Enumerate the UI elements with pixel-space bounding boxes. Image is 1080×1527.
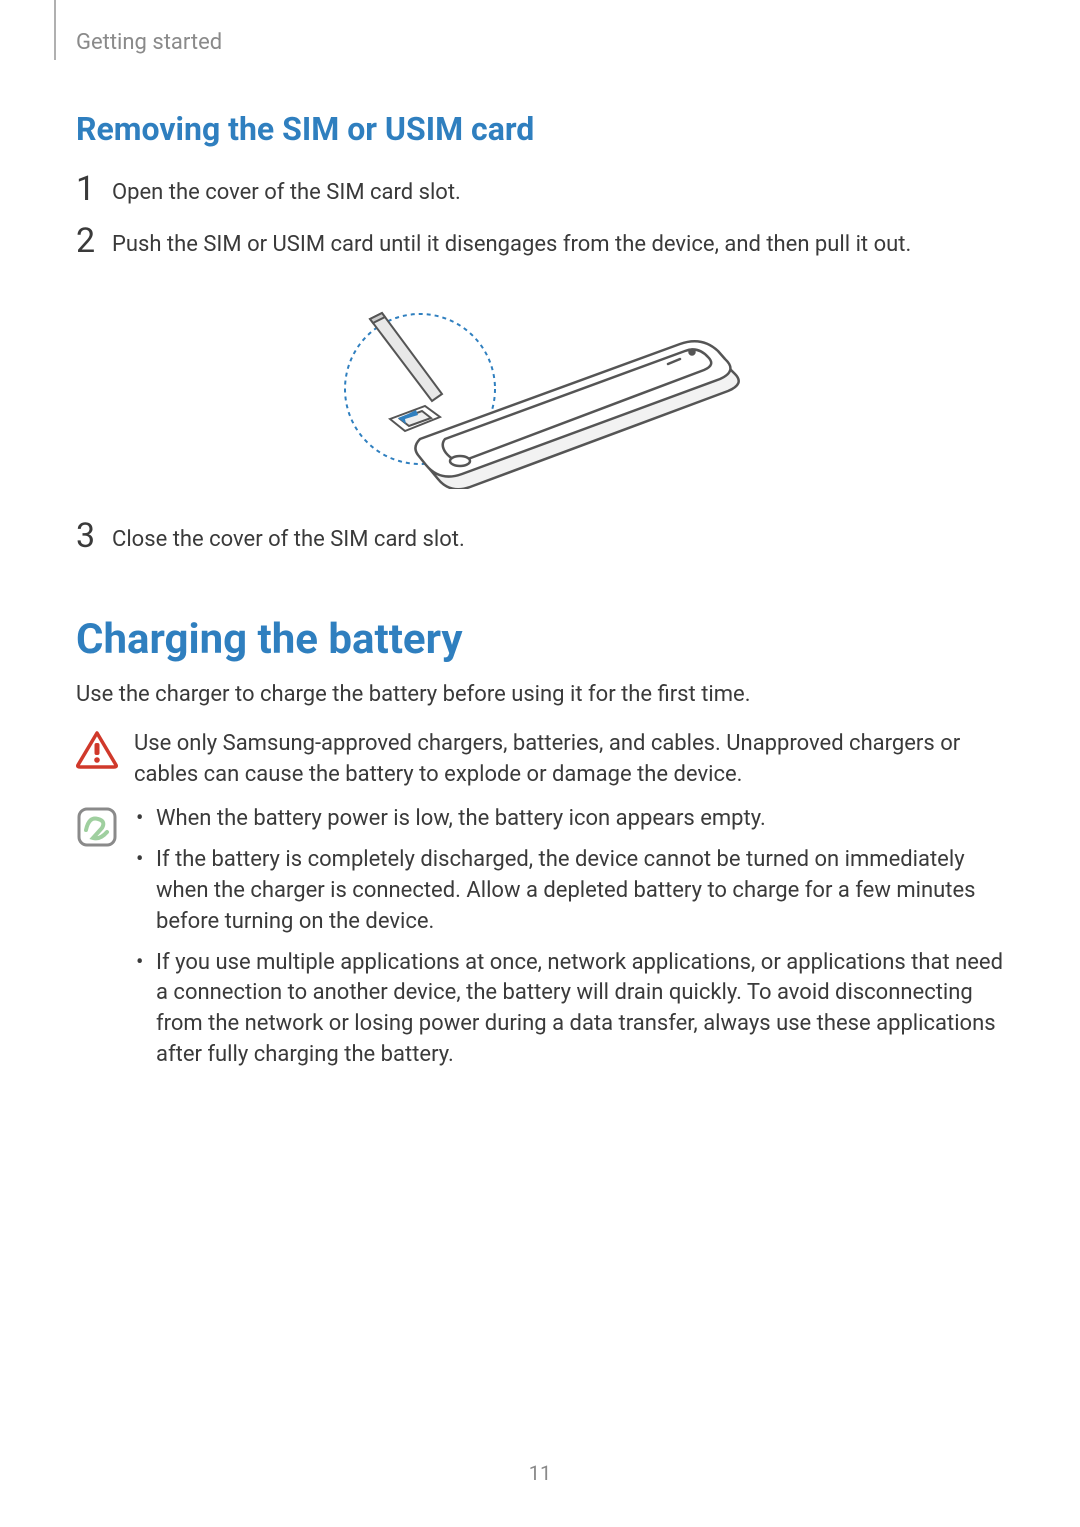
step-3: 3 Close the cover of the SIM card slot. xyxy=(76,523,1004,555)
section-title-sim: Removing the SIM or USIM card xyxy=(76,110,1004,148)
steps-list-cont: 3 Close the cover of the SIM card slot. xyxy=(76,523,1004,555)
step-2: 2 Push the SIM or USIM card until it dis… xyxy=(76,228,1004,260)
step-number: 2 xyxy=(76,224,112,258)
section-title-charging: Charging the battery xyxy=(76,615,1004,664)
steps-list: 1 Open the cover of the SIM card slot. 2… xyxy=(76,176,1004,259)
step-text: Close the cover of the SIM card slot. xyxy=(112,523,465,555)
step-text: Open the cover of the SIM card slot. xyxy=(112,176,461,208)
chapter-header: Getting started xyxy=(76,30,222,55)
warning-text: Use only Samsung-approved chargers, batt… xyxy=(134,729,1004,791)
info-item: If the battery is completely discharged,… xyxy=(134,845,1004,937)
warning-icon xyxy=(76,731,118,773)
info-item: When the battery power is low, the batte… xyxy=(134,804,1004,835)
info-item: If you use multiple applications at once… xyxy=(134,948,1004,1071)
step-1: 1 Open the cover of the SIM card slot. xyxy=(76,176,1004,208)
intro-text: Use the charger to charge the battery be… xyxy=(76,680,1004,711)
header-rule xyxy=(54,0,56,60)
sim-removal-illustration xyxy=(76,279,1004,493)
info-block: When the battery power is low, the batte… xyxy=(76,804,1004,1080)
note-icon xyxy=(76,806,118,852)
page-content: Removing the SIM or USIM card 1 Open the… xyxy=(76,100,1004,1095)
step-number: 3 xyxy=(76,519,112,553)
warning-block: Use only Samsung-approved chargers, batt… xyxy=(76,729,1004,791)
step-text: Push the SIM or USIM card until it disen… xyxy=(112,228,911,260)
info-list: When the battery power is low, the batte… xyxy=(134,804,1004,1080)
page-number: 11 xyxy=(0,1461,1080,1485)
step-number: 1 xyxy=(76,172,112,206)
